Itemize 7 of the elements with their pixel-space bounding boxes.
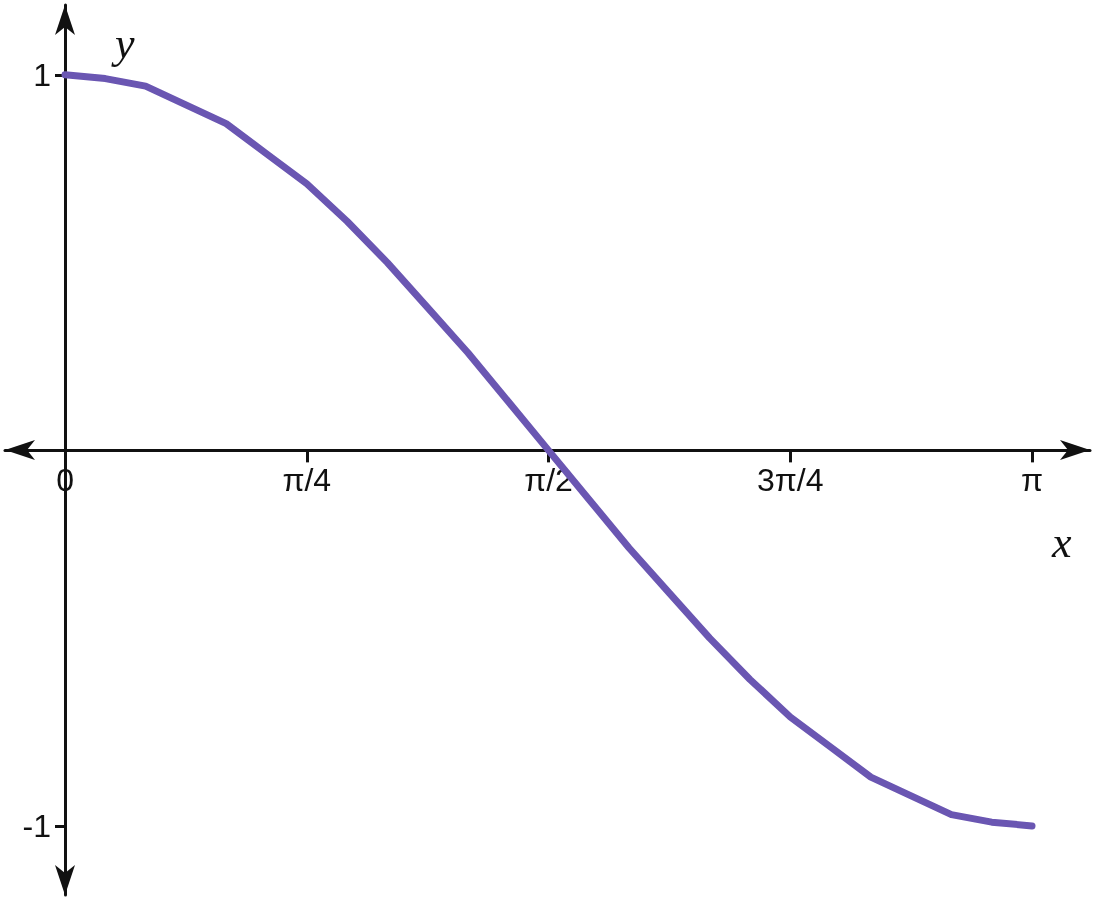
y-tick-label: 1: [33, 56, 52, 93]
x-tick-label: 3π/4: [756, 462, 824, 499]
x-tick-label: π: [1020, 462, 1044, 499]
y-tick-label: -1: [22, 807, 52, 844]
x-tick-label: π/4: [282, 462, 332, 499]
y-axis-title: y: [111, 18, 136, 68]
x-axis-title: x: [1051, 517, 1072, 567]
